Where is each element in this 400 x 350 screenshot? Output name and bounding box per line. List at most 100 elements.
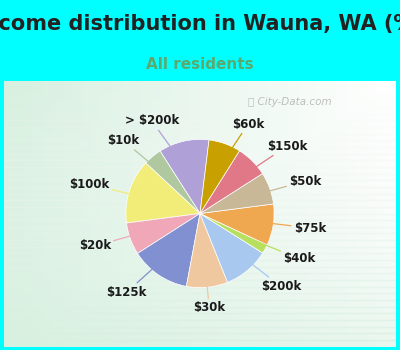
Text: $60k: $60k — [213, 118, 264, 177]
Wedge shape — [160, 139, 209, 214]
Bar — [161, 80, 171, 346]
Bar — [259, 80, 269, 346]
Bar — [386, 80, 396, 346]
Wedge shape — [186, 214, 228, 288]
Bar — [112, 80, 122, 346]
Bar — [220, 80, 230, 346]
Bar — [4, 313, 396, 320]
Bar — [53, 80, 63, 346]
Bar — [4, 94, 396, 100]
Bar — [4, 333, 396, 340]
Wedge shape — [126, 214, 200, 253]
Bar — [4, 167, 396, 174]
Wedge shape — [200, 151, 262, 214]
Bar — [4, 174, 396, 180]
Text: All residents: All residents — [146, 57, 254, 72]
Wedge shape — [200, 174, 274, 214]
Bar — [327, 80, 337, 346]
Text: $10k: $10k — [107, 134, 175, 184]
Text: Income distribution in Wauna, WA (%): Income distribution in Wauna, WA (%) — [0, 14, 400, 34]
Text: $150k: $150k — [227, 140, 307, 186]
Wedge shape — [200, 140, 240, 214]
Wedge shape — [200, 214, 267, 253]
Bar — [14, 80, 24, 346]
Bar — [122, 80, 131, 346]
Bar — [63, 80, 73, 346]
Bar — [308, 80, 318, 346]
Bar — [4, 107, 396, 114]
Bar — [4, 154, 396, 160]
Bar — [4, 260, 396, 267]
Bar — [4, 160, 396, 167]
Bar — [180, 80, 190, 346]
Text: ⓘ City-Data.com: ⓘ City-Data.com — [248, 97, 332, 107]
Bar — [249, 80, 259, 346]
Bar — [4, 307, 396, 313]
Text: $40k: $40k — [234, 232, 316, 265]
Text: $30k: $30k — [193, 252, 225, 314]
Bar — [200, 80, 210, 346]
Bar — [4, 120, 396, 127]
Bar — [278, 80, 288, 346]
Bar — [210, 80, 220, 346]
Bar — [4, 214, 396, 220]
Text: $75k: $75k — [238, 219, 326, 234]
Wedge shape — [146, 151, 200, 214]
Bar — [4, 194, 396, 200]
Bar — [4, 280, 396, 287]
Bar — [131, 80, 141, 346]
Bar — [4, 233, 396, 240]
Bar — [4, 253, 396, 260]
Bar — [4, 114, 396, 120]
Bar — [24, 80, 34, 346]
Text: $50k: $50k — [236, 175, 321, 200]
Bar — [4, 293, 396, 300]
Bar — [4, 200, 396, 207]
Wedge shape — [200, 204, 274, 245]
Text: $20k: $20k — [79, 227, 164, 252]
Bar — [288, 80, 298, 346]
Text: $125k: $125k — [106, 245, 178, 299]
Bar — [4, 227, 396, 233]
Bar — [151, 80, 161, 346]
Bar — [4, 340, 396, 346]
Bar — [337, 80, 347, 346]
Wedge shape — [126, 163, 200, 223]
Bar — [347, 80, 357, 346]
Bar — [82, 80, 92, 346]
Bar — [4, 87, 396, 94]
Bar — [190, 80, 200, 346]
Bar — [230, 80, 239, 346]
Bar — [4, 273, 396, 280]
Bar — [4, 247, 396, 253]
Bar — [4, 80, 396, 87]
Bar — [357, 80, 367, 346]
Bar — [141, 80, 151, 346]
Bar — [4, 300, 396, 307]
Bar — [4, 80, 14, 346]
Bar — [367, 80, 376, 346]
Text: $100k: $100k — [70, 178, 163, 202]
Bar — [4, 287, 396, 293]
Bar — [73, 80, 82, 346]
Bar — [318, 80, 328, 346]
Bar — [4, 140, 396, 147]
Bar — [4, 100, 396, 107]
Bar — [4, 267, 396, 273]
Bar — [298, 80, 308, 346]
Bar — [4, 320, 396, 327]
Bar — [170, 80, 180, 346]
Bar — [4, 147, 396, 154]
Text: > $200k: > $200k — [125, 114, 192, 176]
Bar — [239, 80, 249, 346]
Bar — [4, 180, 396, 187]
Bar — [4, 327, 396, 333]
Bar — [4, 207, 396, 214]
Wedge shape — [200, 214, 263, 282]
Bar — [102, 80, 112, 346]
Bar — [43, 80, 53, 346]
Bar — [4, 187, 396, 194]
Wedge shape — [138, 214, 200, 286]
Bar — [4, 127, 396, 134]
Bar — [34, 80, 43, 346]
